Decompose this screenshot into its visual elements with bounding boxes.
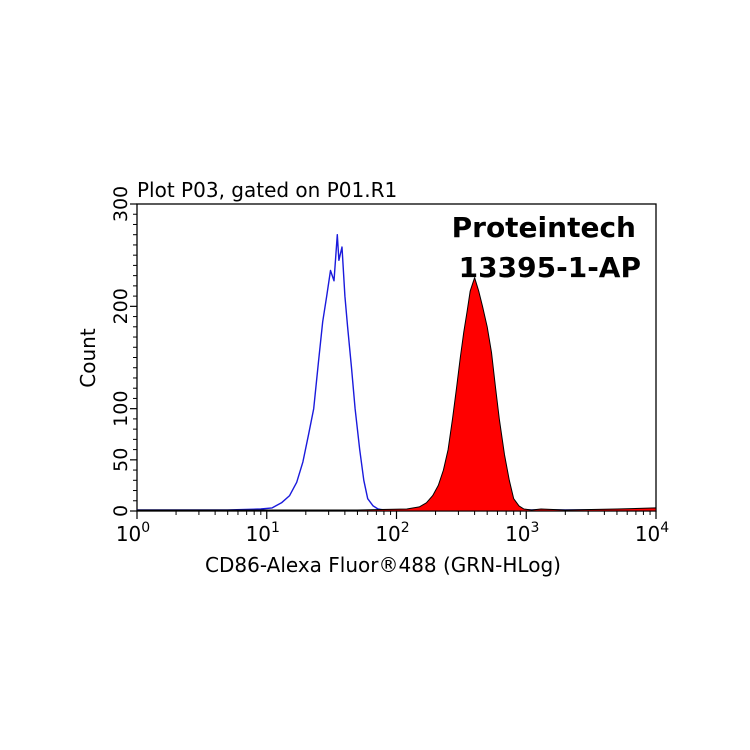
y-tick-label: 300 xyxy=(110,186,132,222)
plot-frame xyxy=(136,203,657,512)
x-tick-label: 101 xyxy=(246,520,280,546)
y-tick-label: 200 xyxy=(110,288,132,324)
x-tick-label: 100 xyxy=(116,520,150,546)
histogram-series-1 xyxy=(136,277,657,512)
x-tick-label: 102 xyxy=(375,520,409,546)
histogram-curves xyxy=(136,234,657,512)
chart-title: Plot P03, gated on P01.R1 xyxy=(137,178,397,202)
x-tick-label: 104 xyxy=(635,520,669,546)
y-tick-label: 100 xyxy=(110,391,132,427)
x-axis-label: CD86-Alexa Fluor®488 (GRN-HLog) xyxy=(205,553,561,577)
y-axis-label: Count xyxy=(76,328,100,388)
y-tick-label: 50 xyxy=(110,448,132,472)
x-tick-label: 103 xyxy=(505,520,539,546)
catalog-annotation: 13395-1-AP xyxy=(459,251,641,284)
x-axis-ticks: 100 101 102 103 104 xyxy=(116,511,669,546)
y-tick-label: 0 xyxy=(110,505,132,517)
brand-annotation: Proteintech xyxy=(452,211,636,244)
y-axis-ticks: 0 50 100 200 300 xyxy=(110,186,137,517)
